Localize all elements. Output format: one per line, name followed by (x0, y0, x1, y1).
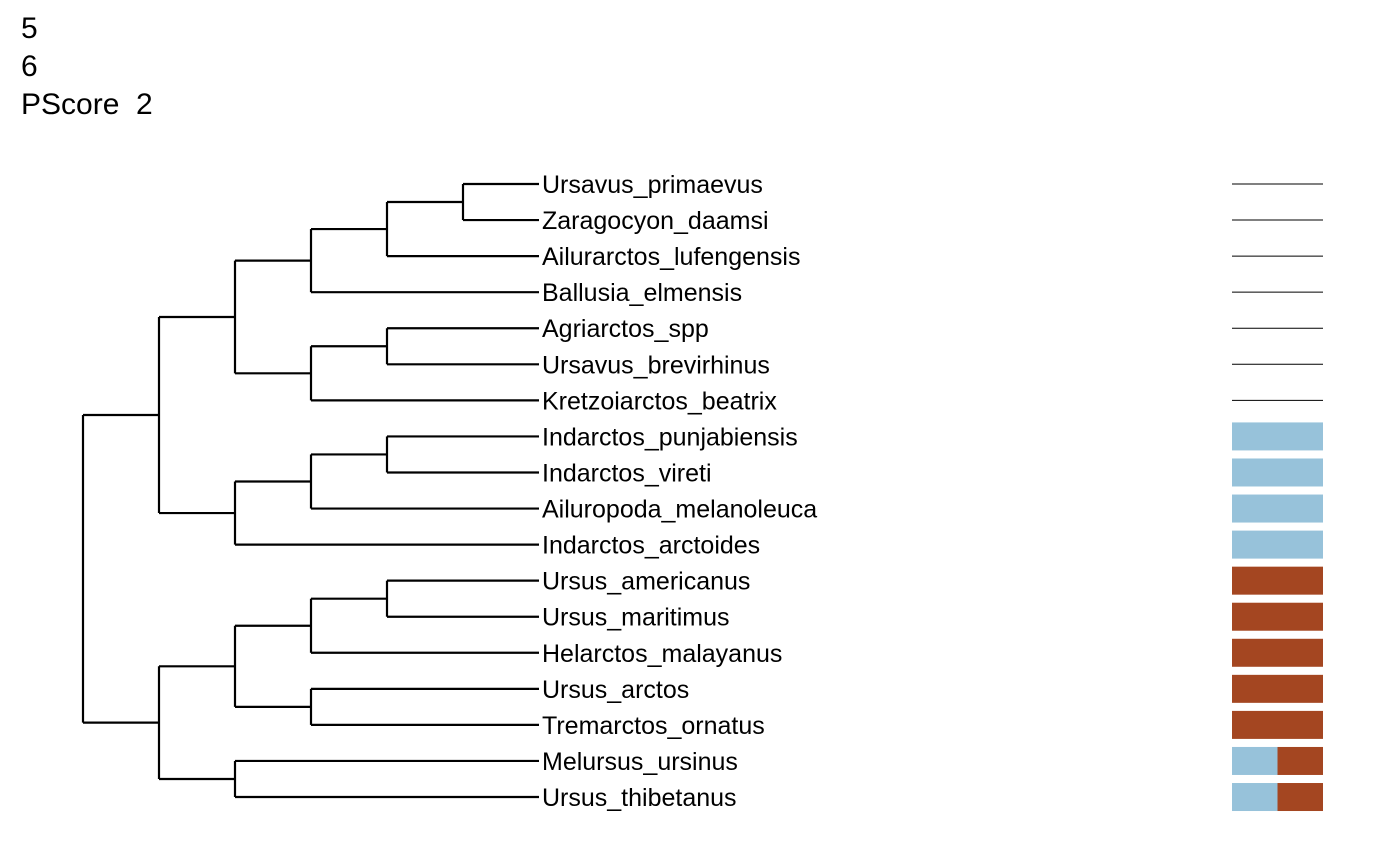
tree-branches (81, 182, 539, 799)
taxon-label: Melursus_ursinus (542, 748, 738, 776)
taxon-label: Indarctos_punjabiensis (542, 423, 798, 451)
taxon-labels: Ursavus_primaevus Zaragocyon_daamsi Ailura… (542, 171, 817, 812)
taxon-label: Ursus_americanus (542, 568, 750, 596)
state-box-blue (1232, 422, 1323, 451)
state-box-blue (1232, 530, 1323, 559)
state-box-rust (1232, 710, 1323, 739)
taxon-label: Ursus_thibetanus (542, 784, 737, 812)
state-box-rust (1232, 638, 1323, 667)
taxon-label: Ursavus_primaevus (542, 171, 763, 199)
state-box-rust (1277, 746, 1323, 775)
taxon-label: Ursavus_brevirhinus (542, 351, 770, 379)
state-box-rust (1277, 783, 1323, 812)
taxon-label: Ailurarctos_lufengensis (542, 243, 800, 271)
header-line-2: 6 (21, 50, 38, 83)
state-box-blue (1232, 458, 1323, 487)
character-state-boxes (1232, 183, 1323, 812)
taxon-label: Helarctos_malayanus (542, 640, 782, 668)
state-box-rust (1232, 566, 1323, 595)
taxon-label: Indarctos_arctoides (542, 532, 760, 560)
taxon-label: Ballusia_elmensis (542, 279, 742, 307)
taxon-label: Zaragocyon_daamsi (542, 207, 769, 235)
taxon-label: Ursus_arctos (542, 676, 689, 704)
state-box-rust (1232, 674, 1323, 703)
taxon-label: Ursus_maritimus (542, 604, 730, 632)
taxon-label: Agriarctos_spp (542, 315, 709, 343)
state-box-rust (1232, 602, 1323, 631)
taxon-label: Tremarctos_ornatus (542, 712, 765, 740)
state-box-blue (1232, 783, 1278, 812)
state-box-blue (1232, 494, 1323, 523)
taxon-label: Kretzoiarctos_beatrix (542, 387, 777, 415)
taxon-label: Indarctos_vireti (542, 459, 712, 487)
score-header: 5 6 PScore 2 (21, 10, 153, 124)
state-box-blue (1232, 746, 1278, 775)
header-line-1: 5 (21, 12, 38, 45)
taxon-label: Ailuropoda_melanoleuca (542, 496, 817, 524)
header-line-3: PScore 2 (21, 88, 153, 121)
